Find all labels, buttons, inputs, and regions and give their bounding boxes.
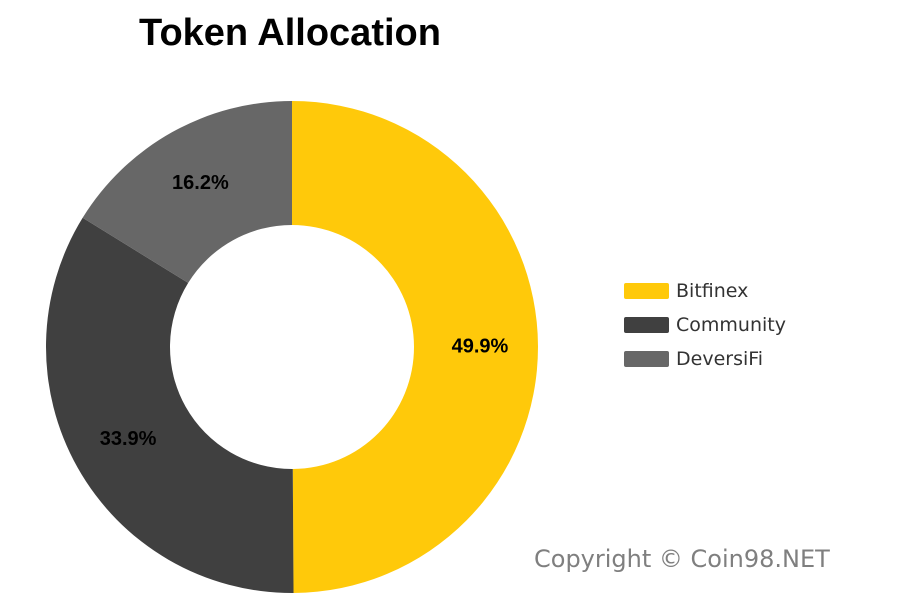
data-label-community: 33.9% [100, 428, 157, 450]
copyright-notice: Copyright © Coin98.NET [534, 545, 830, 573]
legend: Bitfinex Community DeversiFi [624, 274, 786, 376]
legend-label-bitfinex: Bitfinex [676, 280, 749, 302]
data-label-bitfinex: 49.9% [452, 335, 509, 357]
slice-bitfinex [292, 101, 538, 593]
slice-deversifi [82, 101, 292, 283]
slice-community [46, 217, 294, 593]
legend-label-community: Community [676, 314, 786, 336]
legend-swatch-community [624, 317, 669, 333]
legend-swatch-deversifi [624, 351, 669, 367]
legend-item-bitfinex: Bitfinex [624, 274, 786, 308]
legend-item-deversifi: DeversiFi [624, 342, 786, 376]
legend-swatch-bitfinex [624, 283, 669, 299]
legend-label-deversifi: DeversiFi [676, 348, 764, 370]
chart-title: Token Allocation [139, 12, 441, 54]
data-label-deversifi: 16.2% [172, 172, 229, 194]
legend-item-community: Community [624, 308, 786, 342]
